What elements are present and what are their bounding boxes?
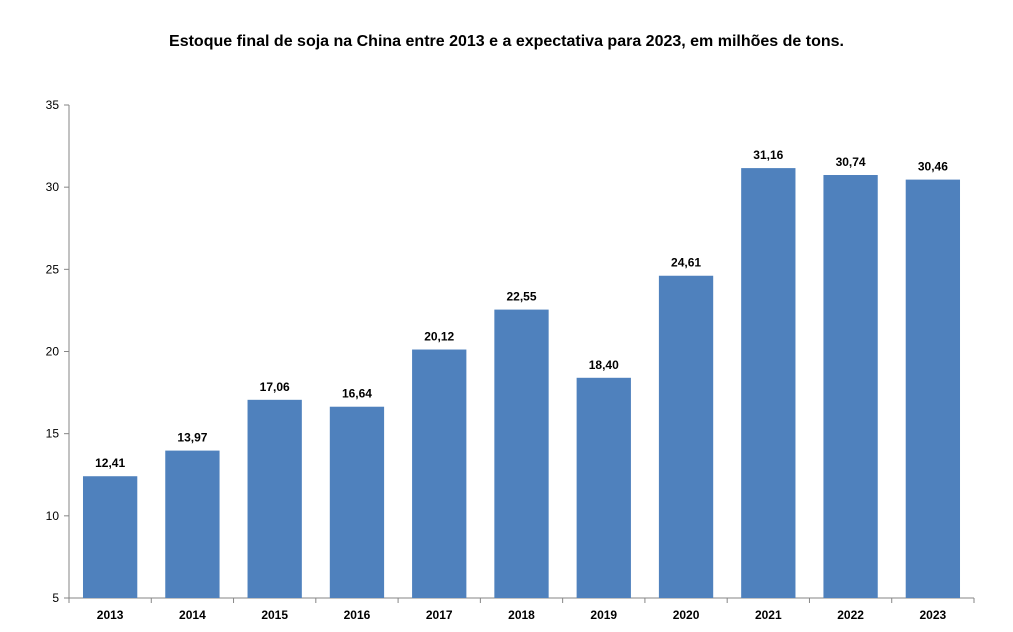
data-label-2016: 16,64 (342, 387, 372, 401)
y-tick-label: 15 (46, 427, 60, 441)
bar-2023 (905, 179, 961, 598)
x-tick-label-2021: 2021 (755, 608, 782, 622)
data-label-2015: 17,06 (260, 380, 290, 394)
data-label-2021: 31,16 (753, 148, 783, 162)
x-tick-label-2015: 2015 (261, 608, 288, 622)
bar-2014 (165, 450, 220, 598)
bars (82, 168, 961, 599)
y-tick-label: 30 (46, 180, 60, 194)
data-label-2018: 22,55 (506, 290, 536, 304)
data-label-2017: 20,12 (424, 330, 454, 344)
bar-2017 (412, 349, 467, 598)
data-label-2022: 30,74 (836, 155, 866, 169)
bar-2013 (82, 476, 138, 598)
x-tick-label-2020: 2020 (673, 608, 700, 622)
y-tick-label: 5 (52, 591, 59, 605)
x-tick-label-2022: 2022 (837, 608, 864, 622)
bar-2016 (329, 406, 385, 598)
bar-2022 (823, 175, 878, 599)
x-tick-label-2014: 2014 (179, 608, 206, 622)
y-tick-label: 35 (46, 98, 60, 112)
y-tick-label: 25 (46, 262, 60, 276)
bar-2015 (247, 399, 302, 598)
x-tick-label-2023: 2023 (920, 608, 947, 622)
bar-2021 (741, 168, 796, 598)
data-label-2019: 18,40 (589, 358, 619, 372)
x-tick-label-2017: 2017 (426, 608, 453, 622)
y-tick-label: 20 (46, 345, 60, 359)
x-tick-label-2016: 2016 (344, 608, 371, 622)
x-tick-label-2018: 2018 (508, 608, 535, 622)
bar-2020 (658, 275, 714, 598)
y-tick-label: 10 (46, 509, 60, 523)
data-label-2020: 24,61 (671, 256, 701, 270)
bar-2018 (494, 309, 549, 598)
x-tick-label-2019: 2019 (590, 608, 617, 622)
labels: 5 10 15 20 25 30 35 12,41 2013 13,97 2014 17,06 2015… (46, 98, 949, 622)
chart-title: Estoque final de soja na China entre 201… (169, 33, 844, 50)
data-label-2023: 30,46 (918, 160, 948, 174)
data-label-2013: 12,41 (95, 456, 125, 470)
x-tick-label-2013: 2013 (97, 608, 124, 622)
bar-2019 (576, 377, 631, 598)
data-label-2014: 13,97 (177, 431, 207, 445)
